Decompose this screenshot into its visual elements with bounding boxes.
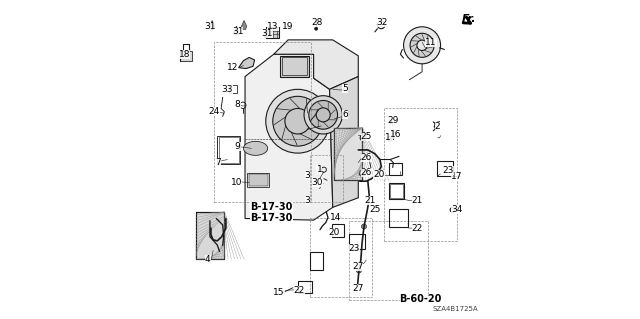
Bar — [310, 218, 372, 297]
Text: 11: 11 — [425, 38, 436, 47]
Circle shape — [362, 224, 367, 229]
Bar — [282, 57, 307, 75]
Circle shape — [304, 96, 342, 134]
Text: 27: 27 — [352, 262, 364, 271]
Bar — [388, 163, 402, 175]
Text: 23: 23 — [442, 166, 454, 175]
Bar — [280, 56, 309, 77]
Polygon shape — [239, 57, 255, 69]
Polygon shape — [180, 51, 192, 61]
Text: 25: 25 — [360, 132, 372, 141]
Text: 21: 21 — [365, 196, 376, 205]
Text: 26: 26 — [360, 153, 372, 162]
Text: 16: 16 — [390, 130, 402, 139]
Text: 1: 1 — [317, 165, 322, 174]
Polygon shape — [330, 77, 358, 207]
Bar — [437, 161, 452, 176]
Text: 18: 18 — [179, 50, 190, 59]
Polygon shape — [241, 20, 246, 29]
Bar — [388, 209, 408, 227]
Text: Fr.: Fr. — [462, 13, 476, 24]
Text: 9: 9 — [235, 142, 241, 151]
Circle shape — [266, 89, 330, 153]
Text: 20: 20 — [329, 228, 340, 237]
Text: 26: 26 — [360, 168, 372, 177]
Circle shape — [273, 96, 323, 146]
Circle shape — [309, 100, 337, 129]
Text: 32: 32 — [376, 19, 388, 27]
Bar — [349, 221, 428, 300]
Bar — [298, 281, 312, 293]
Text: B-17-30: B-17-30 — [250, 212, 292, 223]
Bar — [214, 42, 312, 202]
Text: 17: 17 — [451, 172, 462, 181]
Bar — [349, 234, 365, 249]
Text: 14: 14 — [330, 213, 341, 222]
Text: 25: 25 — [369, 205, 381, 214]
Text: 4: 4 — [205, 255, 211, 263]
Text: 6: 6 — [342, 110, 348, 119]
Text: 22: 22 — [412, 224, 423, 233]
Text: 14: 14 — [385, 133, 397, 142]
Text: 3: 3 — [305, 171, 310, 180]
Polygon shape — [335, 215, 340, 221]
Polygon shape — [243, 141, 268, 155]
Text: 20: 20 — [373, 170, 385, 179]
Text: 29: 29 — [387, 116, 399, 125]
Text: 8: 8 — [235, 100, 241, 109]
Bar — [310, 252, 323, 270]
Bar — [219, 137, 239, 163]
Polygon shape — [334, 128, 362, 180]
Text: 22: 22 — [294, 286, 305, 295]
Circle shape — [417, 40, 428, 50]
Polygon shape — [245, 54, 333, 220]
Bar — [218, 136, 240, 164]
Text: 31: 31 — [204, 22, 216, 31]
Text: 10: 10 — [230, 178, 242, 187]
Polygon shape — [387, 136, 393, 141]
Text: 33: 33 — [221, 85, 232, 94]
Bar — [334, 128, 362, 180]
Text: 12: 12 — [227, 63, 238, 72]
Polygon shape — [264, 29, 269, 38]
Text: 23: 23 — [349, 244, 360, 253]
Text: 5: 5 — [342, 84, 348, 93]
Polygon shape — [210, 20, 215, 29]
Text: 31: 31 — [262, 29, 273, 38]
Bar — [247, 173, 269, 187]
Polygon shape — [248, 174, 268, 186]
Polygon shape — [274, 40, 358, 89]
Text: 7: 7 — [216, 158, 221, 167]
Bar — [388, 183, 404, 199]
Circle shape — [410, 33, 434, 57]
Bar — [310, 155, 343, 202]
Text: SZA4B1725A: SZA4B1725A — [432, 306, 478, 312]
Text: 2: 2 — [435, 122, 440, 131]
Text: 28: 28 — [312, 19, 323, 27]
Circle shape — [404, 27, 440, 64]
Polygon shape — [234, 26, 239, 35]
Text: 15: 15 — [273, 288, 285, 297]
Text: 34: 34 — [451, 205, 462, 214]
Text: 24: 24 — [209, 107, 220, 115]
Text: 30: 30 — [312, 178, 323, 187]
Bar — [384, 108, 456, 241]
Bar — [196, 212, 224, 259]
Polygon shape — [196, 212, 224, 259]
Bar — [266, 27, 279, 38]
Text: B-17-30: B-17-30 — [250, 202, 292, 212]
Text: 3: 3 — [305, 196, 310, 205]
Bar — [390, 184, 403, 198]
Bar — [229, 85, 237, 93]
Circle shape — [315, 27, 318, 30]
Bar — [332, 224, 344, 237]
Text: 21: 21 — [412, 196, 423, 205]
Circle shape — [356, 268, 362, 273]
Text: 27: 27 — [352, 284, 364, 293]
Text: 19: 19 — [282, 22, 293, 31]
Text: B-60-20: B-60-20 — [399, 294, 442, 304]
Text: 13: 13 — [267, 22, 278, 31]
Text: 31: 31 — [232, 27, 243, 36]
